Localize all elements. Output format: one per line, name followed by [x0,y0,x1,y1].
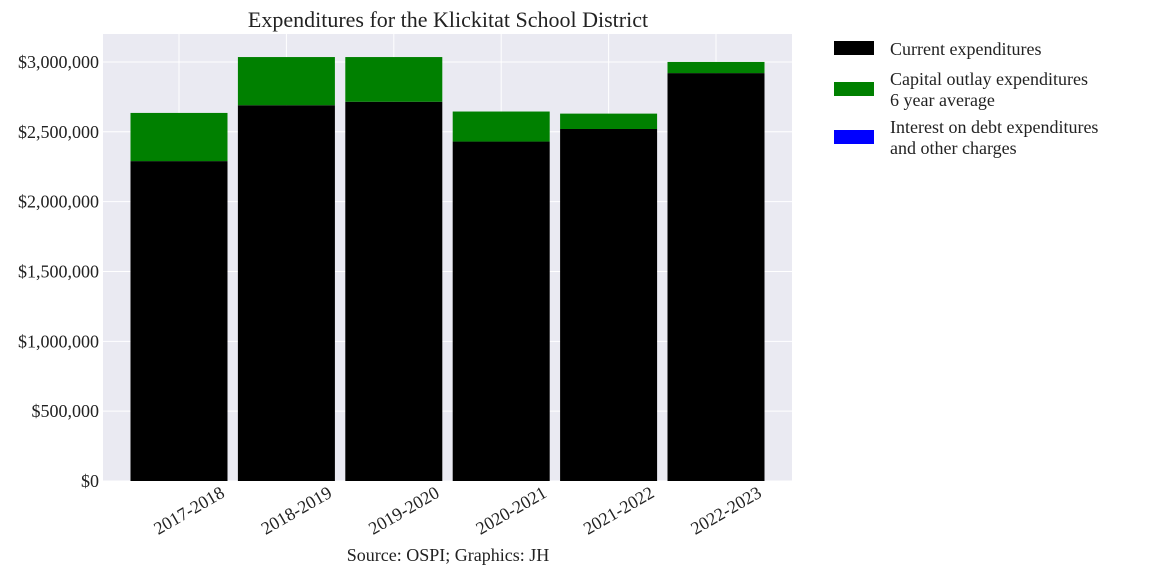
bar-current-2017-2018 [130,161,228,481]
y-tick-label: $1,500,000 [18,261,99,281]
bar-current-2021-2022 [560,128,658,482]
y-tick-label: $0 [81,471,99,491]
y-tick-label: $1,000,000 [18,331,99,351]
x-tick-label: 2018-2019 [258,482,336,538]
bar-capital-2019-2020 [345,57,443,102]
legend: Current expenditures Capital outlay expen… [834,39,1098,158]
bar-current-2020-2021 [452,141,550,481]
x-tick-labels: 2017-2018 2018-2019 2019-2020 2020-2021 2021… [150,482,765,538]
y-tick-label: $3,000,000 [18,52,99,72]
y-tick-label: $500,000 [32,401,100,421]
bar-capital-2020-2021 [452,111,550,142]
legend-swatch [834,130,874,144]
x-tick-label: 2021-2022 [580,482,658,538]
x-tick-label: 2022-2023 [687,482,765,538]
bar-capital-2018-2019 [237,57,335,106]
y-tick-labels: $0 $500,000 $1,000,000 $1,500,000 $2,000,000… [18,52,99,491]
source-caption: Source: OSPI; Graphics: JH [347,545,549,565]
legend-label: Capital outlay expenditures 6 year averag… [890,69,1088,110]
y-tick-label: $2,500,000 [18,122,99,142]
x-tick-label: 2020-2021 [472,482,550,538]
legend-swatch [834,41,874,55]
legend-label: Interest on debt expenditures and other c… [890,117,1098,158]
bar-current-2018-2019 [237,105,335,481]
x-tick-label: 2017-2018 [150,482,228,538]
bar-current-2022-2023 [667,73,765,482]
x-tick-label: 2019-2020 [365,482,443,538]
y-tick-label: $2,000,000 [18,192,99,212]
bar-current-2019-2020 [345,101,443,481]
bar-capital-2017-2018 [130,112,228,162]
bar-capital-2022-2023 [667,61,765,74]
bar-capital-2021-2022 [560,113,658,129]
bars [130,57,765,482]
legend-swatch [834,82,874,96]
legend-label: Current expenditures [890,39,1041,59]
chart-title: Expenditures for the Klickitat School Di… [248,7,648,32]
